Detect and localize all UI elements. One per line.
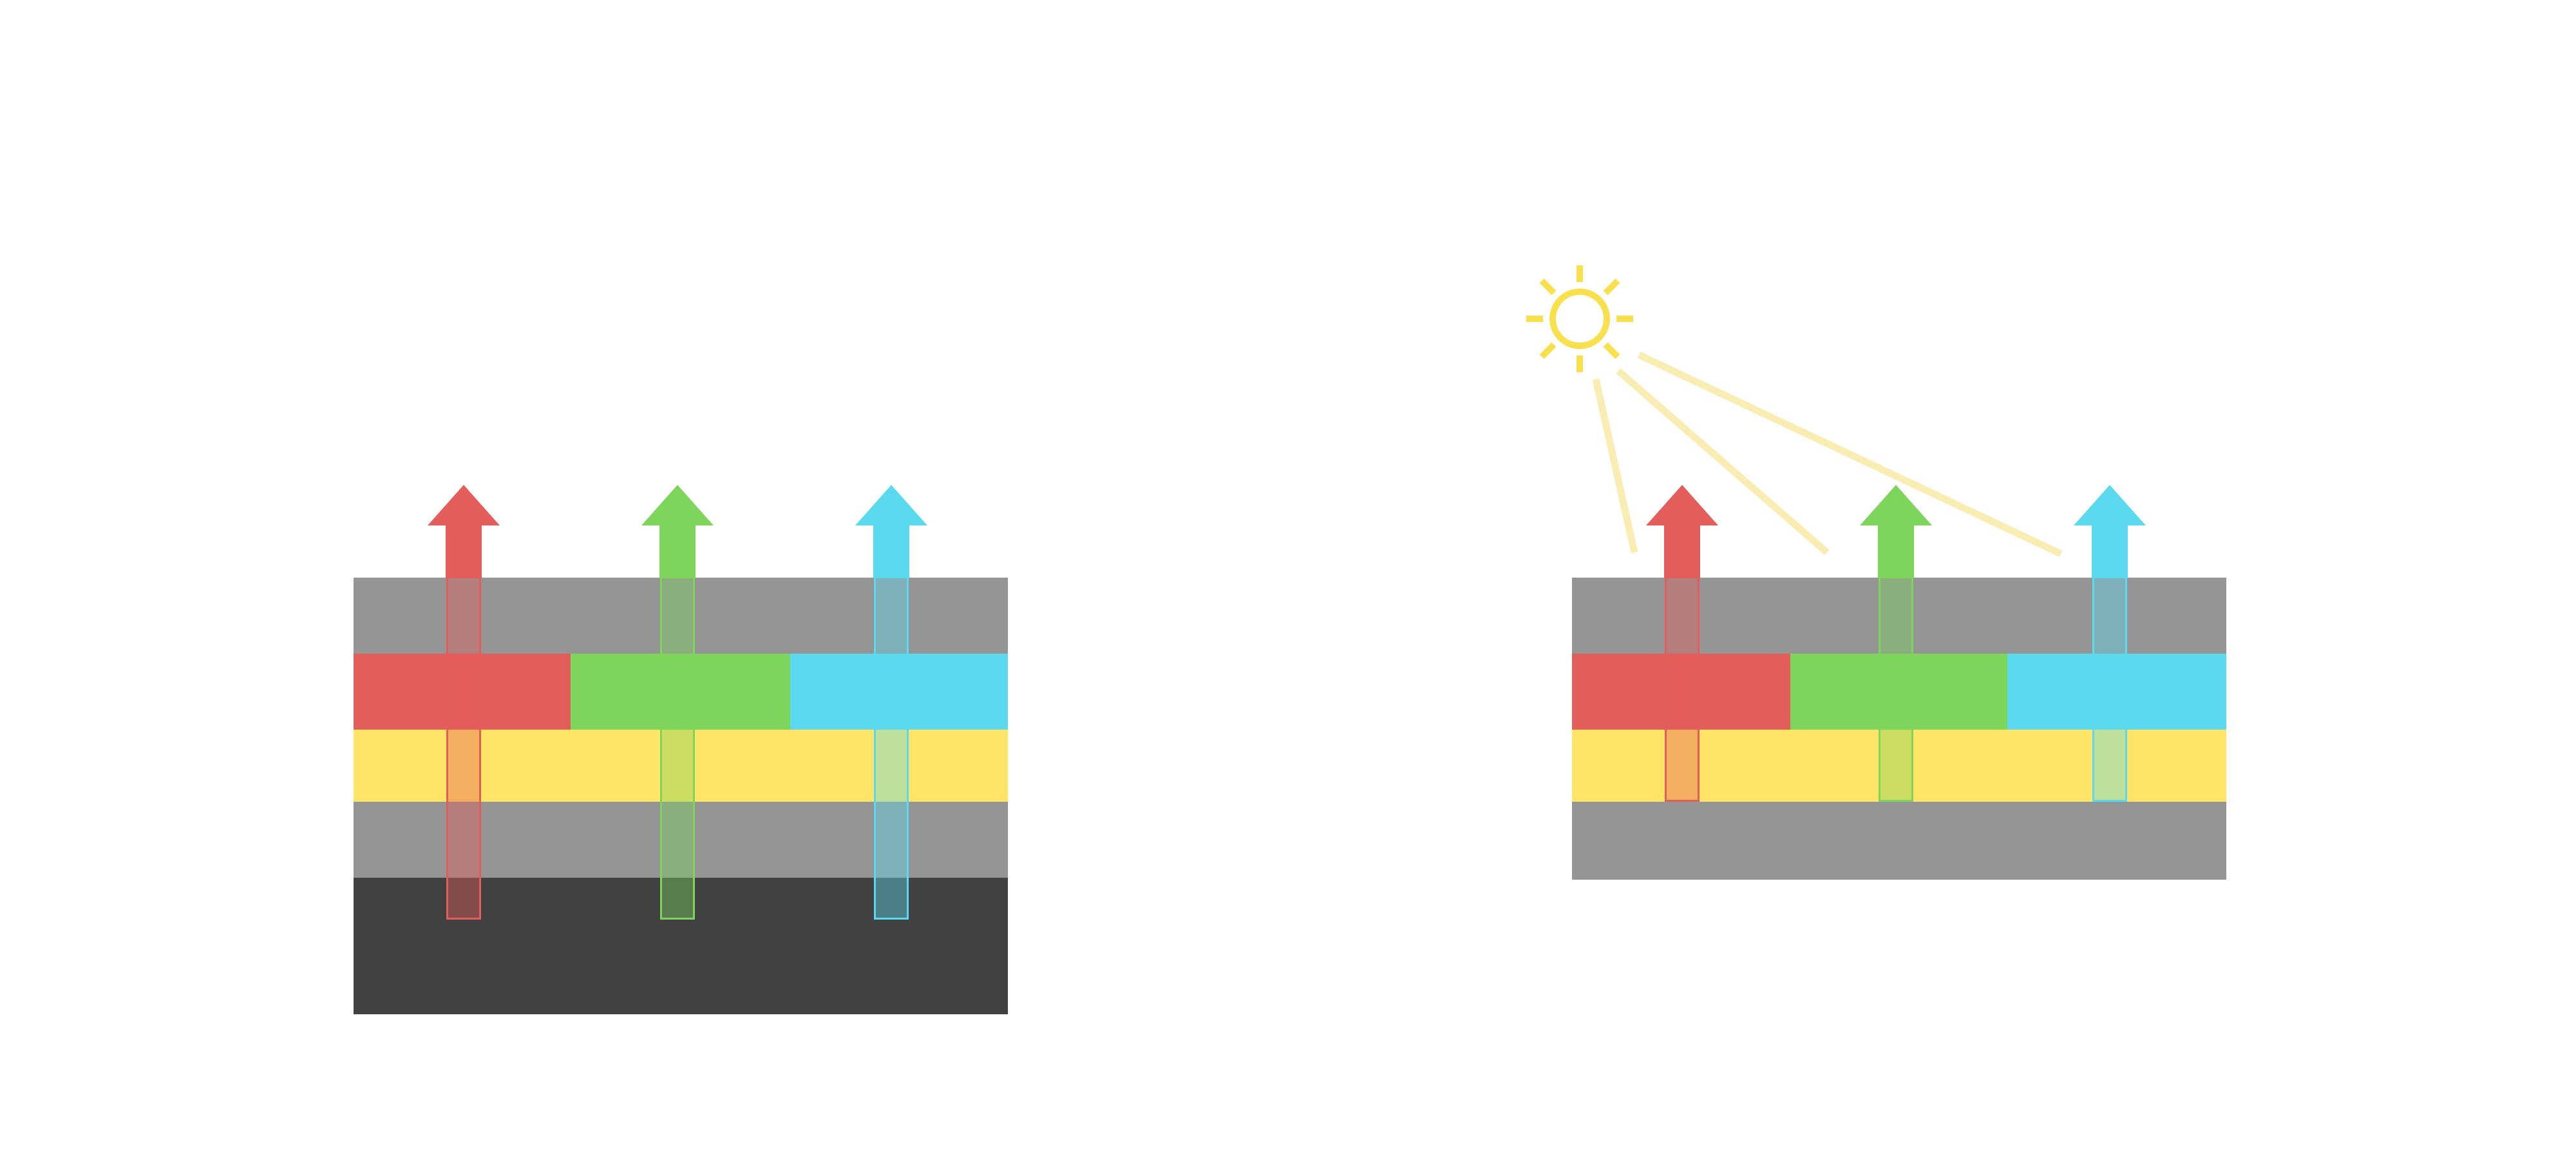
green-filter-segment — [571, 654, 790, 730]
sunray-left — [1592, 378, 1638, 554]
green-arrow-head — [641, 485, 714, 525]
green-beam-through-stack — [660, 578, 695, 920]
green-arrow-head — [1860, 485, 1932, 525]
red-filter-segment — [354, 654, 571, 730]
cyan-arrow-shaft — [873, 524, 909, 578]
cyan-arrow-head — [2074, 485, 2146, 525]
layer-top-gray — [1572, 578, 2226, 654]
red-beam-through-stack — [446, 578, 481, 920]
cyan-beam-through-stack — [874, 578, 909, 920]
layer-lower-gray — [1572, 802, 2226, 880]
layer-top-gray — [354, 578, 1008, 654]
red-filter-segment — [1572, 654, 1790, 730]
cyan-filter-segment — [2007, 654, 2226, 730]
red-arrow-head — [428, 485, 500, 525]
layer-backlight-dark — [354, 878, 1008, 1014]
green-arrow-shaft — [1878, 524, 1914, 578]
green-filter-segment — [1790, 654, 2007, 730]
red-arrow-shaft — [1664, 524, 1700, 578]
layer-yellow — [1572, 730, 2226, 802]
red-arrow-head — [1646, 485, 1718, 525]
cyan-filter-segment — [790, 654, 1008, 730]
cyan-beam-through-stack — [2092, 578, 2127, 802]
sun-icon — [1526, 265, 1633, 372]
red-arrow-shaft — [446, 524, 482, 578]
cyan-arrow-shaft — [2092, 524, 2128, 578]
red-beam-through-stack — [1665, 578, 1700, 802]
sun-incident-rays — [1592, 352, 2063, 557]
cyan-arrow-head — [855, 485, 927, 525]
sunray-middle — [1616, 368, 1830, 556]
layer-lower-gray — [354, 802, 1008, 878]
sun-disc — [1549, 288, 1610, 349]
sun-tick-rays — [1526, 265, 1633, 372]
green-beam-through-stack — [1879, 578, 1913, 802]
sunray-right — [1637, 352, 2063, 557]
green-arrow-shaft — [659, 524, 696, 578]
layer-yellow — [354, 730, 1008, 802]
